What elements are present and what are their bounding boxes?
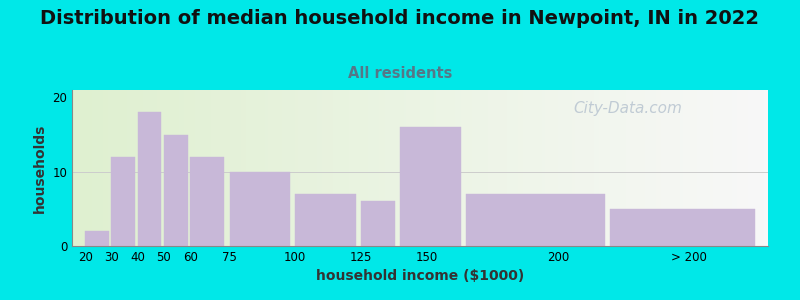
Bar: [138, 112, 162, 246]
Bar: [111, 157, 135, 246]
Bar: [361, 201, 395, 246]
Text: City-Data.com: City-Data.com: [573, 101, 682, 116]
Text: Distribution of median household income in Newpoint, IN in 2022: Distribution of median household income …: [41, 9, 759, 28]
Bar: [610, 209, 755, 246]
Bar: [190, 157, 224, 246]
Bar: [295, 194, 356, 246]
Text: All residents: All residents: [348, 66, 452, 81]
Bar: [466, 194, 605, 246]
Bar: [400, 127, 461, 246]
Y-axis label: households: households: [33, 123, 46, 213]
Bar: [164, 135, 187, 246]
Bar: [85, 231, 109, 246]
X-axis label: household income ($1000): household income ($1000): [316, 269, 524, 284]
Bar: [230, 172, 290, 246]
